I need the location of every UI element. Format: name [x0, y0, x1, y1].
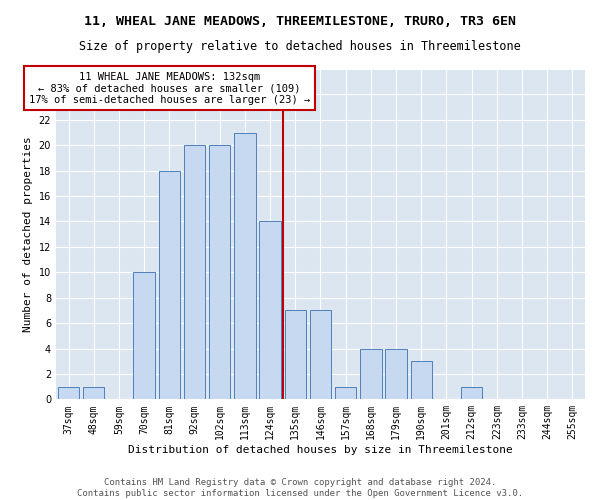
Bar: [360, 348, 382, 400]
Bar: [410, 361, 432, 400]
Bar: [259, 222, 281, 400]
Bar: [184, 145, 205, 400]
Bar: [158, 170, 180, 400]
Bar: [209, 145, 230, 400]
Bar: [58, 386, 79, 400]
Text: Size of property relative to detached houses in Threemilestone: Size of property relative to detached ho…: [79, 40, 521, 53]
Text: 11, WHEAL JANE MEADOWS, THREEMILESTONE, TRURO, TR3 6EN: 11, WHEAL JANE MEADOWS, THREEMILESTONE, …: [84, 15, 516, 28]
Bar: [234, 132, 256, 400]
Text: Contains HM Land Registry data © Crown copyright and database right 2024.
Contai: Contains HM Land Registry data © Crown c…: [77, 478, 523, 498]
Bar: [461, 386, 482, 400]
X-axis label: Distribution of detached houses by size in Threemilestone: Distribution of detached houses by size …: [128, 445, 513, 455]
Bar: [83, 386, 104, 400]
Bar: [310, 310, 331, 400]
Bar: [284, 310, 306, 400]
Bar: [385, 348, 407, 400]
Bar: [335, 386, 356, 400]
Y-axis label: Number of detached properties: Number of detached properties: [23, 136, 33, 332]
Bar: [133, 272, 155, 400]
Text: 11 WHEAL JANE MEADOWS: 132sqm
← 83% of detached houses are smaller (109)
17% of : 11 WHEAL JANE MEADOWS: 132sqm ← 83% of d…: [29, 72, 310, 104]
